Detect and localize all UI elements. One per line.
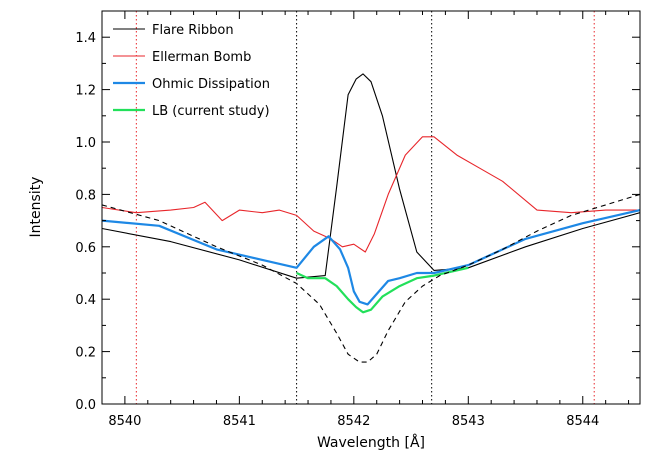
y-tick-label: 1.0 [75,136,96,151]
x-axis-label: Wavelength [Å] [317,434,425,451]
series-line-2 [102,209,640,306]
series-line-4 [102,193,640,363]
x-tick-label: 8543 [452,414,485,429]
legend: Flare Ribbon Ellerman Bomb Ohmic Dissipati… [113,23,270,119]
y-axis-label: Intensity [28,177,44,238]
legend-label-3: LB (current study) [152,104,270,119]
y-tick-label: 0.2 [75,346,96,361]
legend-label-1: Ellerman Bomb [152,50,251,65]
axis-tick-labels: 8540 8541 8542 8543 8544 0.0 0.2 0.4 0.6 0.8 1.0 1.… [75,31,599,429]
y-tick-label: 1.4 [75,31,96,46]
x-tick-label: 8541 [223,414,256,429]
legend-label-2: Ohmic Dissipation [152,77,270,92]
y-tick-label: 0.4 [75,293,96,308]
y-tick-label: 0.6 [75,241,96,256]
series-line-3 [296,266,469,314]
plot-area [102,11,640,404]
y-tick-label: 1.2 [75,84,96,99]
series-line-0 [102,73,640,279]
plot-frame [101,10,641,405]
y-tick-label: 0.8 [75,188,96,203]
x-tick-label: 8544 [566,414,599,429]
series-line-1 [102,136,640,253]
y-tick-label: 0.0 [75,398,96,413]
x-tick-label: 8542 [337,414,370,429]
axis-ticks [101,10,640,405]
x-tick-label: 8540 [108,414,141,429]
legend-label-0: Flare Ribbon [152,23,234,38]
